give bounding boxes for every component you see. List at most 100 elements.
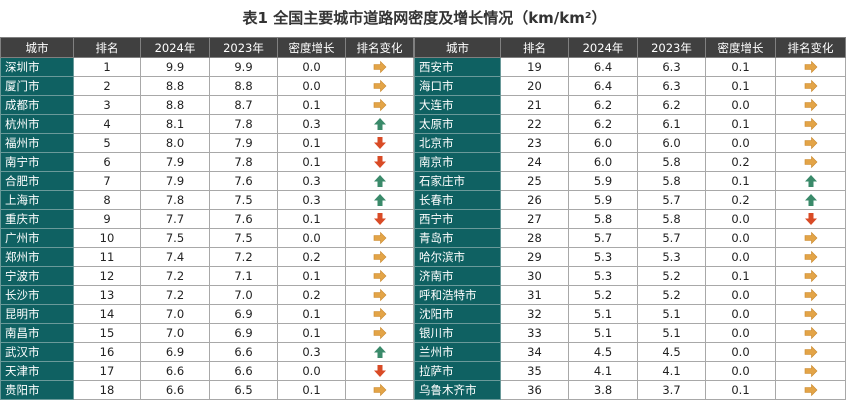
density-2023-cell: 6.6 — [209, 361, 278, 381]
arrow-down-icon — [373, 364, 387, 378]
rank-cell: 25 — [500, 171, 569, 191]
density-2023-cell: 5.7 — [637, 190, 706, 210]
density-2024-cell: 6.2 — [568, 95, 638, 115]
rank-cell: 26 — [500, 190, 569, 210]
arrow-right-icon — [373, 60, 387, 74]
city-cell: 福州市 — [0, 133, 74, 153]
header-rank: 排名 — [73, 37, 141, 58]
table-row: 海口市 20 6.4 6.3 0.1 — [414, 76, 846, 96]
header-growth: 密度增长 — [705, 37, 776, 58]
density-2024-cell: 8.0 — [140, 133, 210, 153]
arrow-right-icon — [373, 250, 387, 264]
arrow-right-icon — [373, 383, 387, 397]
density-2024-cell: 6.6 — [140, 361, 210, 381]
rank-change-cell — [775, 304, 846, 324]
rank-change-cell — [775, 133, 846, 153]
density-2024-cell: 8.1 — [140, 114, 210, 134]
arrow-up-icon — [804, 193, 818, 207]
rank-change-cell — [775, 76, 846, 96]
rank-cell: 29 — [500, 247, 569, 267]
rank-cell: 14 — [73, 304, 141, 324]
header-rank: 排名 — [500, 37, 569, 58]
rank-cell: 24 — [500, 152, 569, 172]
density-2023-cell: 8.7 — [209, 95, 278, 115]
city-cell: 贵阳市 — [0, 380, 74, 400]
rank-cell: 22 — [500, 114, 569, 134]
table-row: 广州市 10 7.5 7.5 0.0 — [0, 228, 414, 248]
density-2024-cell: 7.0 — [140, 304, 210, 324]
rank-change-cell — [345, 342, 414, 362]
density-2024-cell: 6.9 — [140, 342, 210, 362]
city-cell: 长春市 — [414, 190, 501, 210]
density-2024-cell: 6.6 — [140, 380, 210, 400]
arrow-right-icon — [373, 307, 387, 321]
rank-cell: 5 — [73, 133, 141, 153]
growth-cell: 0.0 — [705, 209, 776, 229]
density-2023-cell: 5.2 — [637, 266, 706, 286]
arrow-right-icon — [804, 307, 818, 321]
growth-cell: 0.0 — [705, 361, 776, 381]
growth-cell: 0.0 — [705, 323, 776, 343]
rank-change-cell — [345, 323, 414, 343]
table-row: 青岛市 28 5.7 5.7 0.0 — [414, 228, 846, 248]
city-cell: 南宁市 — [0, 152, 74, 172]
table-row: 天津市 17 6.6 6.6 0.0 — [0, 361, 414, 381]
city-cell: 西安市 — [414, 57, 501, 77]
city-cell: 广州市 — [0, 228, 74, 248]
density-2023-cell: 5.2 — [637, 285, 706, 305]
density-2024-cell: 7.2 — [140, 285, 210, 305]
growth-cell: 0.3 — [277, 342, 346, 362]
density-2023-cell: 7.1 — [209, 266, 278, 286]
rank-change-cell — [775, 247, 846, 267]
arrow-right-icon — [373, 98, 387, 112]
rank-change-cell — [345, 57, 414, 77]
table-row: 厦门市 2 8.8 8.8 0.0 — [0, 76, 414, 96]
density-2023-cell: 6.9 — [209, 304, 278, 324]
growth-cell: 0.1 — [277, 133, 346, 153]
rank-cell: 33 — [500, 323, 569, 343]
city-cell: 上海市 — [0, 190, 74, 210]
density-2024-cell: 4.5 — [568, 342, 638, 362]
density-2024-cell: 7.0 — [140, 323, 210, 343]
rank-change-cell — [345, 133, 414, 153]
density-2024-cell: 7.9 — [140, 171, 210, 191]
growth-cell: 0.0 — [277, 361, 346, 381]
density-2023-cell: 4.1 — [637, 361, 706, 381]
header-2023: 2023年 — [209, 37, 278, 58]
growth-cell: 0.0 — [277, 228, 346, 248]
rank-change-cell — [345, 114, 414, 134]
growth-cell: 0.0 — [705, 342, 776, 362]
rank-change-cell — [345, 76, 414, 96]
density-2024-cell: 3.8 — [568, 380, 638, 400]
arrow-right-icon — [804, 364, 818, 378]
table-row: 南京市 24 6.0 5.8 0.2 — [414, 152, 846, 172]
density-2024-cell: 5.8 — [568, 209, 638, 229]
density-2023-cell: 7.8 — [209, 152, 278, 172]
table-row: 贵阳市 18 6.6 6.5 0.1 — [0, 380, 414, 400]
arrow-up-icon — [373, 117, 387, 131]
density-2024-cell: 5.3 — [568, 247, 638, 267]
growth-cell: 0.3 — [277, 171, 346, 191]
density-table-left: 城市 排名 2024年 2023年 密度增长 排名变化 深圳市 1 9.9 9.9 0.… — [0, 37, 414, 400]
growth-cell: 0.0 — [705, 228, 776, 248]
density-2024-cell: 5.1 — [568, 304, 638, 324]
density-2024-cell: 7.9 — [140, 152, 210, 172]
arrow-right-icon — [373, 79, 387, 93]
header-2024: 2024年 — [568, 37, 638, 58]
table-row: 乌鲁木齐市 36 3.8 3.7 0.1 — [414, 380, 846, 400]
density-2024-cell: 5.1 — [568, 323, 638, 343]
table-row: 石家庄市 25 5.9 5.8 0.1 — [414, 171, 846, 191]
arrow-up-icon — [373, 174, 387, 188]
rank-change-cell — [775, 171, 846, 191]
density-2023-cell: 6.1 — [637, 114, 706, 134]
growth-cell: 0.1 — [277, 323, 346, 343]
arrow-right-icon — [804, 231, 818, 245]
header-city: 城市 — [0, 37, 74, 58]
table-row: 上海市 8 7.8 7.5 0.3 — [0, 190, 414, 210]
growth-cell: 0.0 — [277, 76, 346, 96]
growth-cell: 0.1 — [277, 95, 346, 115]
density-2024-cell: 6.0 — [568, 133, 638, 153]
arrow-down-icon — [804, 212, 818, 226]
rank-cell: 1 — [73, 57, 141, 77]
city-cell: 北京市 — [414, 133, 501, 153]
